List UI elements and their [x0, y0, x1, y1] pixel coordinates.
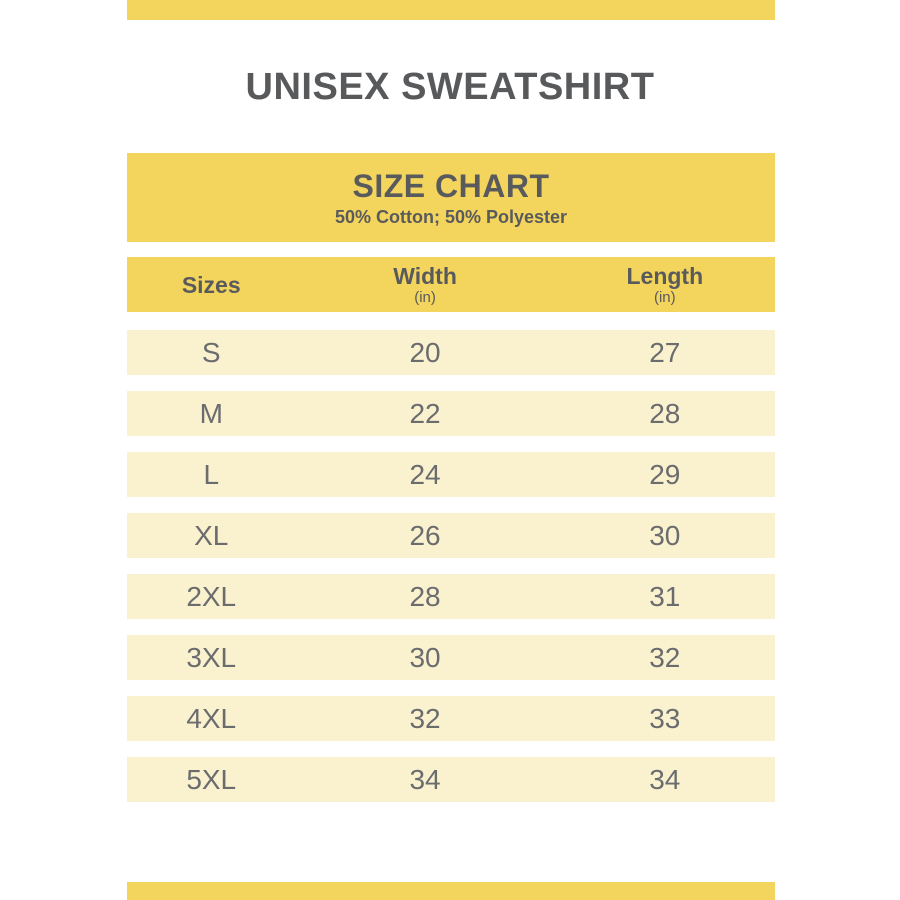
size-cell: XL [194, 519, 229, 551]
length-cell: 27 [649, 336, 681, 368]
length-cell: 28 [649, 397, 681, 429]
top-accent-bar [127, 0, 775, 20]
column-label: Sizes [181, 271, 241, 298]
length-cell: 31 [649, 580, 681, 612]
column-label: Width [393, 263, 457, 289]
size-chart-title: SIZE CHART [352, 167, 550, 204]
table-header-row: Sizes Width (in) Length (in) [127, 257, 775, 312]
table-row: 5XL 34 34 [127, 757, 775, 802]
table-row: 2XL 28 31 [127, 574, 775, 619]
width-cell: 22 [409, 397, 441, 429]
column-unit: (in) [653, 289, 676, 306]
length-cell: 33 [649, 702, 681, 734]
table-row: L 24 29 [127, 452, 775, 497]
width-cell: 32 [409, 702, 441, 734]
width-cell: 26 [409, 519, 441, 551]
size-cell: S [201, 336, 221, 368]
table-row: M 22 28 [127, 391, 775, 436]
size-cell: 4XL [186, 702, 237, 734]
size-cell: L [203, 458, 220, 490]
size-chart-subtitle: 50% Cotton; 50% Polyester [334, 206, 568, 227]
size-cell: 5XL [186, 763, 237, 795]
size-cell: M [199, 397, 223, 429]
table-row: XL 26 30 [127, 513, 775, 558]
width-cell: 30 [409, 641, 441, 673]
length-cell: 29 [649, 458, 681, 490]
width-cell: 34 [409, 763, 441, 795]
table-row: 4XL 32 33 [127, 696, 775, 741]
table-rows: S 20 27 M 22 28 L 24 29 XL 26 30 2XL 28 … [127, 330, 775, 818]
bottom-accent-bar [127, 882, 775, 900]
size-cell: 2XL [186, 580, 237, 612]
column-unit: (in) [414, 289, 436, 306]
length-cell: 34 [649, 763, 681, 795]
length-cell: 32 [649, 641, 681, 673]
column-header-width: Width (in) [295, 263, 554, 306]
width-cell: 20 [409, 336, 441, 368]
column-header-sizes: Sizes [127, 272, 295, 298]
width-cell: 24 [409, 458, 441, 490]
length-cell: 30 [649, 519, 681, 551]
width-cell: 28 [409, 580, 441, 612]
column-header-length: Length (in) [555, 263, 775, 306]
size-cell: 3XL [186, 641, 237, 673]
size-chart-header: SIZE CHART 50% Cotton; 50% Polyester [127, 153, 775, 242]
table-row: S 20 27 [127, 330, 775, 375]
column-label: Length [626, 263, 704, 289]
page-title: UNISEX SWEATSHIRT [245, 66, 655, 108]
table-row: 3XL 30 32 [127, 635, 775, 680]
